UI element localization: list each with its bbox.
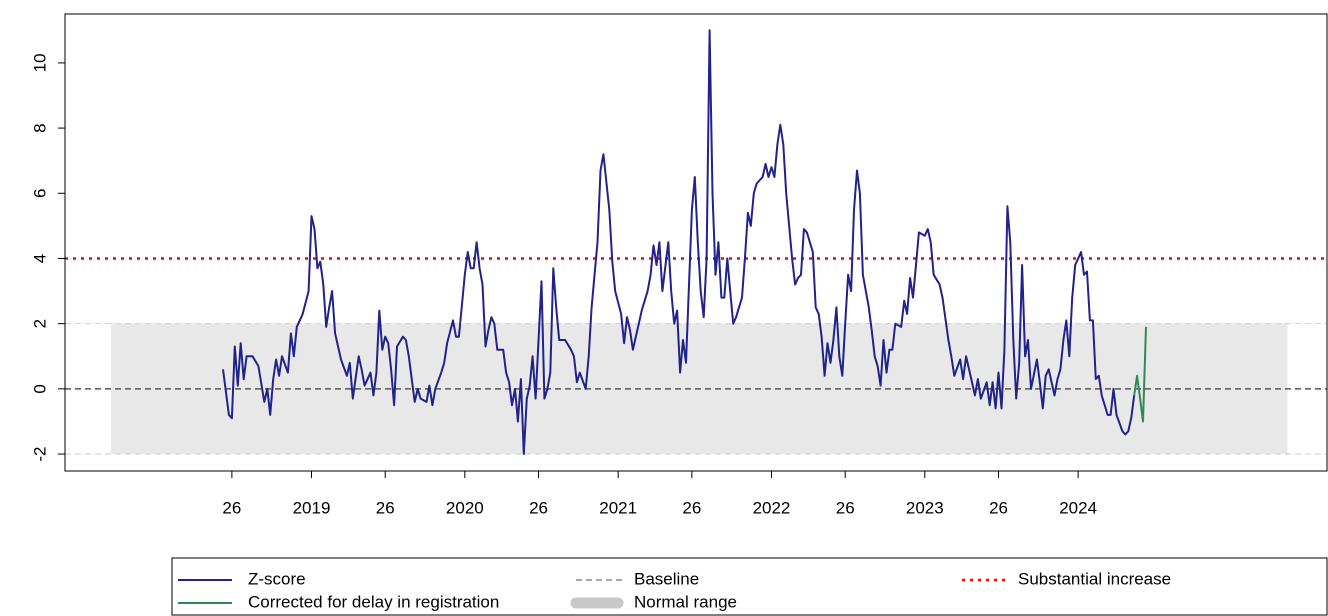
plot-frame — [64, 13, 1328, 472]
y-tick-label: 10 — [30, 53, 49, 72]
x-tick-label: 2019 — [293, 498, 331, 517]
x-tick-label: 2024 — [1059, 498, 1097, 517]
series-line — [222, 29, 1136, 455]
y-tick-label: 4 — [30, 254, 49, 263]
x-tick-label: 2021 — [599, 498, 637, 517]
series-line — [1133, 326, 1147, 423]
y-tick-label: -2 — [30, 446, 49, 461]
x-tick-label: 26 — [682, 498, 701, 517]
x-tick-label: 26 — [836, 498, 855, 517]
legend-label: Baseline — [634, 569, 699, 588]
legend-box — [171, 557, 1328, 616]
y-tick-label: 2 — [30, 319, 49, 328]
x-tick-label: 2020 — [446, 498, 484, 517]
x-tick-label: 26 — [376, 498, 395, 517]
x-tick-label: 2022 — [753, 498, 791, 517]
y-tick-label: 8 — [30, 123, 49, 132]
legend-label: Normal range — [634, 592, 737, 611]
y-tick-label: 6 — [30, 189, 49, 198]
x-tick-label: 26 — [529, 498, 548, 517]
legend-label: Substantial increase — [1018, 569, 1171, 588]
legend-label: Z-score — [248, 569, 306, 588]
legend-label: Corrected for delay in registration — [248, 592, 499, 611]
x-tick-label: 2023 — [906, 498, 944, 517]
y-tick-label: 0 — [30, 384, 49, 393]
x-tick-label: 26 — [989, 498, 1008, 517]
x-tick-label: 26 — [222, 498, 241, 517]
